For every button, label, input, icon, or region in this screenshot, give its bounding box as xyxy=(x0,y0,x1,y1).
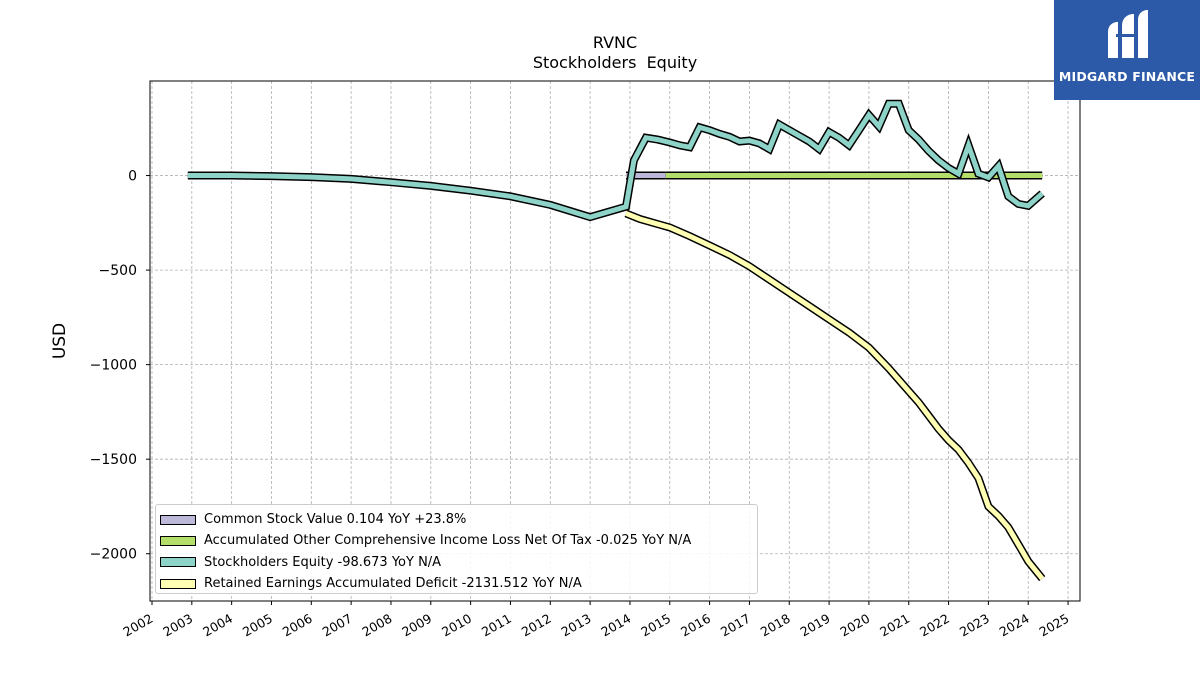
y-tick-label: −1000 xyxy=(90,358,137,374)
chart-title: RVNC xyxy=(593,33,637,52)
y-tick-label: −2000 xyxy=(90,547,137,563)
series-line xyxy=(625,211,1045,581)
legend-label: Retained Earnings Accumulated Deficit -2… xyxy=(204,576,582,592)
x-tick-label: 2007 xyxy=(320,611,355,640)
series-line xyxy=(187,101,1044,220)
legend-swatch xyxy=(160,557,196,568)
series-outline xyxy=(187,99,1045,222)
legend-item: Common Stock Value 0.104 YoY +23.8% xyxy=(160,509,757,530)
legend-swatch xyxy=(160,535,196,546)
legend-label: Accumulated Other Comprehensive Income L… xyxy=(204,533,692,549)
legend-swatch xyxy=(160,578,196,589)
x-tick-label: 2021 xyxy=(877,611,912,640)
x-tick-label: 2017 xyxy=(718,611,753,640)
x-tick-label: 2002 xyxy=(120,611,155,640)
x-tick-label: 2009 xyxy=(399,611,434,640)
legend-swatch xyxy=(160,514,196,525)
chart-subtitle: Stockholders Equity xyxy=(533,53,697,72)
x-tick-label: 2006 xyxy=(280,611,315,640)
grid xyxy=(150,81,1080,601)
legend-item: Retained Earnings Accumulated Deficit -2… xyxy=(160,573,757,594)
x-tick-label: 2012 xyxy=(519,611,554,640)
x-tick-label: 2013 xyxy=(559,611,594,640)
y-axis: 0 −500 −1000 −1500 −2000 xyxy=(90,169,150,563)
legend: Common Stock Value 0.104 YoY +23.8% Accu… xyxy=(155,504,758,594)
legend-label: Stockholders Equity -98.673 YoY N/A xyxy=(204,554,442,570)
legend-item: Accumulated Other Comprehensive Income L… xyxy=(160,530,757,551)
brand-name: MIDGARD FINANCE xyxy=(1058,69,1196,84)
x-tick-label: 2015 xyxy=(638,611,673,640)
x-tick-label: 2020 xyxy=(837,611,872,640)
series-layer xyxy=(187,99,1046,582)
x-tick-label: 2010 xyxy=(439,611,474,640)
x-tick-label: 2024 xyxy=(997,611,1032,640)
x-tick-label: 2005 xyxy=(240,611,275,640)
x-tick-label: 2018 xyxy=(758,611,793,640)
y-axis-label: USD xyxy=(50,323,70,359)
series-group xyxy=(187,99,1045,222)
x-tick-label: 2011 xyxy=(479,611,514,640)
x-tick-label: 2019 xyxy=(798,611,833,640)
legend-label: Common Stock Value 0.104 YoY +23.8% xyxy=(204,512,467,528)
plot-area-frame xyxy=(149,80,1081,602)
x-tick-label: 2004 xyxy=(200,611,235,640)
x-tick-label: 2008 xyxy=(359,611,394,640)
x-tick-label: 2016 xyxy=(678,611,713,640)
midgard-logo-icon xyxy=(1108,10,1148,58)
series-group xyxy=(624,209,1046,582)
y-tick-label: −500 xyxy=(99,263,137,279)
legend-item: Stockholders Equity -98.673 YoY N/A xyxy=(160,552,757,573)
x-tick-label: 2003 xyxy=(160,611,195,640)
y-tick-label: −1500 xyxy=(90,452,137,468)
x-axis: 2002 2003 2004 2005 2006 2007 2008 2009 2010 2011… xyxy=(120,601,1072,640)
x-tick-label: 2025 xyxy=(1037,611,1072,640)
x-tick-label: 2022 xyxy=(917,611,952,640)
x-tick-label: 2014 xyxy=(598,611,633,640)
x-tick-label: 2023 xyxy=(957,611,992,640)
brand-logo: MIDGARD FINANCE xyxy=(1054,0,1200,100)
y-tick-label: 0 xyxy=(128,169,137,185)
